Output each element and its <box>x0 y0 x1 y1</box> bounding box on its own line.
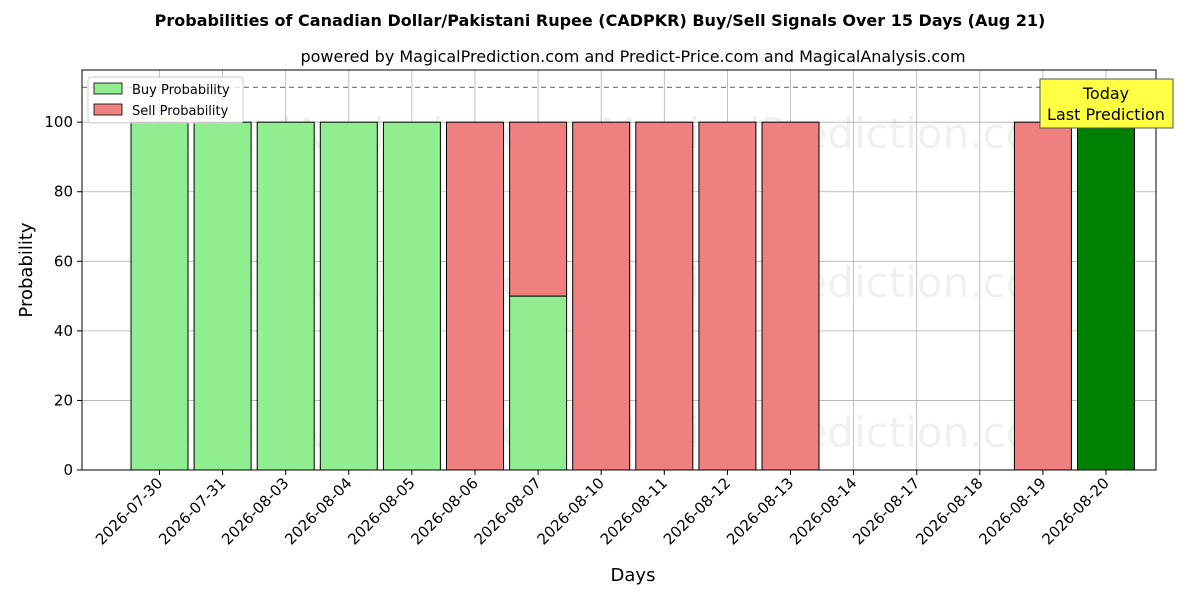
bar-buy <box>193 121 252 471</box>
bar-sell <box>509 121 568 297</box>
legend-swatch-sell <box>93 103 123 116</box>
x-tick-label: 2026-07-31 <box>155 474 229 548</box>
x-tick-label: 2026-08-14 <box>786 474 860 548</box>
bar-sell <box>761 121 820 471</box>
bar-buy <box>256 121 315 471</box>
bar-sell <box>446 121 504 471</box>
legend-label-sell: Sell Probability <box>132 104 229 119</box>
y-tick-label: 20 <box>54 391 73 409</box>
bar-buy <box>382 121 441 471</box>
today-annotation: Today Last Prediction <box>1039 78 1174 129</box>
chart-subtitle: powered by MagicalPrediction.com and Pre… <box>300 47 965 66</box>
bar-sell <box>635 121 694 471</box>
x-tick-label: 2026-08-20 <box>1038 474 1112 548</box>
chart-title: Probabilities of Canadian Dollar/Pakista… <box>155 11 1046 30</box>
x-tick-label: 2026-08-04 <box>281 474 355 548</box>
y-tick-label: 60 <box>54 252 73 270</box>
y-tick-label: 0 <box>63 461 73 479</box>
x-tick-label: 2026-08-10 <box>534 474 608 548</box>
x-tick-label: 2026-08-12 <box>660 474 734 548</box>
legend-swatch-buy <box>93 82 123 95</box>
bar-buy <box>130 121 189 471</box>
legend-box <box>87 76 244 124</box>
bar-sell <box>572 121 631 471</box>
legend: Buy Probability Sell Probability <box>87 76 244 124</box>
x-axis-label: Days <box>611 565 656 586</box>
bar-buy <box>319 121 378 471</box>
bar-sell <box>698 121 757 471</box>
bar-buy <box>509 295 568 471</box>
x-tick-label: 2026-08-18 <box>912 474 986 548</box>
today-annotation-box <box>1039 78 1174 129</box>
y-tick-label: 80 <box>54 183 73 201</box>
x-tick-label: 2026-08-06 <box>407 474 481 548</box>
today-annotation-line2: Last Prediction <box>1047 105 1165 124</box>
y-axis-label: Probability <box>16 222 37 317</box>
x-tick-label: 2026-07-30 <box>92 474 166 548</box>
x-tick-label: 2026-08-07 <box>471 474 545 548</box>
x-tick-label: 2026-08-13 <box>723 474 797 548</box>
plot-frame <box>81 69 1157 471</box>
legend-label-buy: Buy Probability <box>132 83 230 98</box>
x-tick-label: 2026-08-05 <box>344 474 418 548</box>
y-tick-label: 40 <box>54 322 73 340</box>
today-annotation-line1: Today <box>1082 84 1129 103</box>
bars-layer <box>130 121 1135 471</box>
y-tick-label: 100 <box>44 113 73 131</box>
x-tick-label: 2026-08-03 <box>218 474 292 548</box>
bar-sell <box>1013 121 1072 471</box>
x-tick-label: 2026-08-11 <box>597 474 671 548</box>
x-tick-label: 2026-08-17 <box>849 474 923 548</box>
x-tick-label: 2026-08-19 <box>975 474 1049 548</box>
bar-buy <box>1077 121 1135 471</box>
